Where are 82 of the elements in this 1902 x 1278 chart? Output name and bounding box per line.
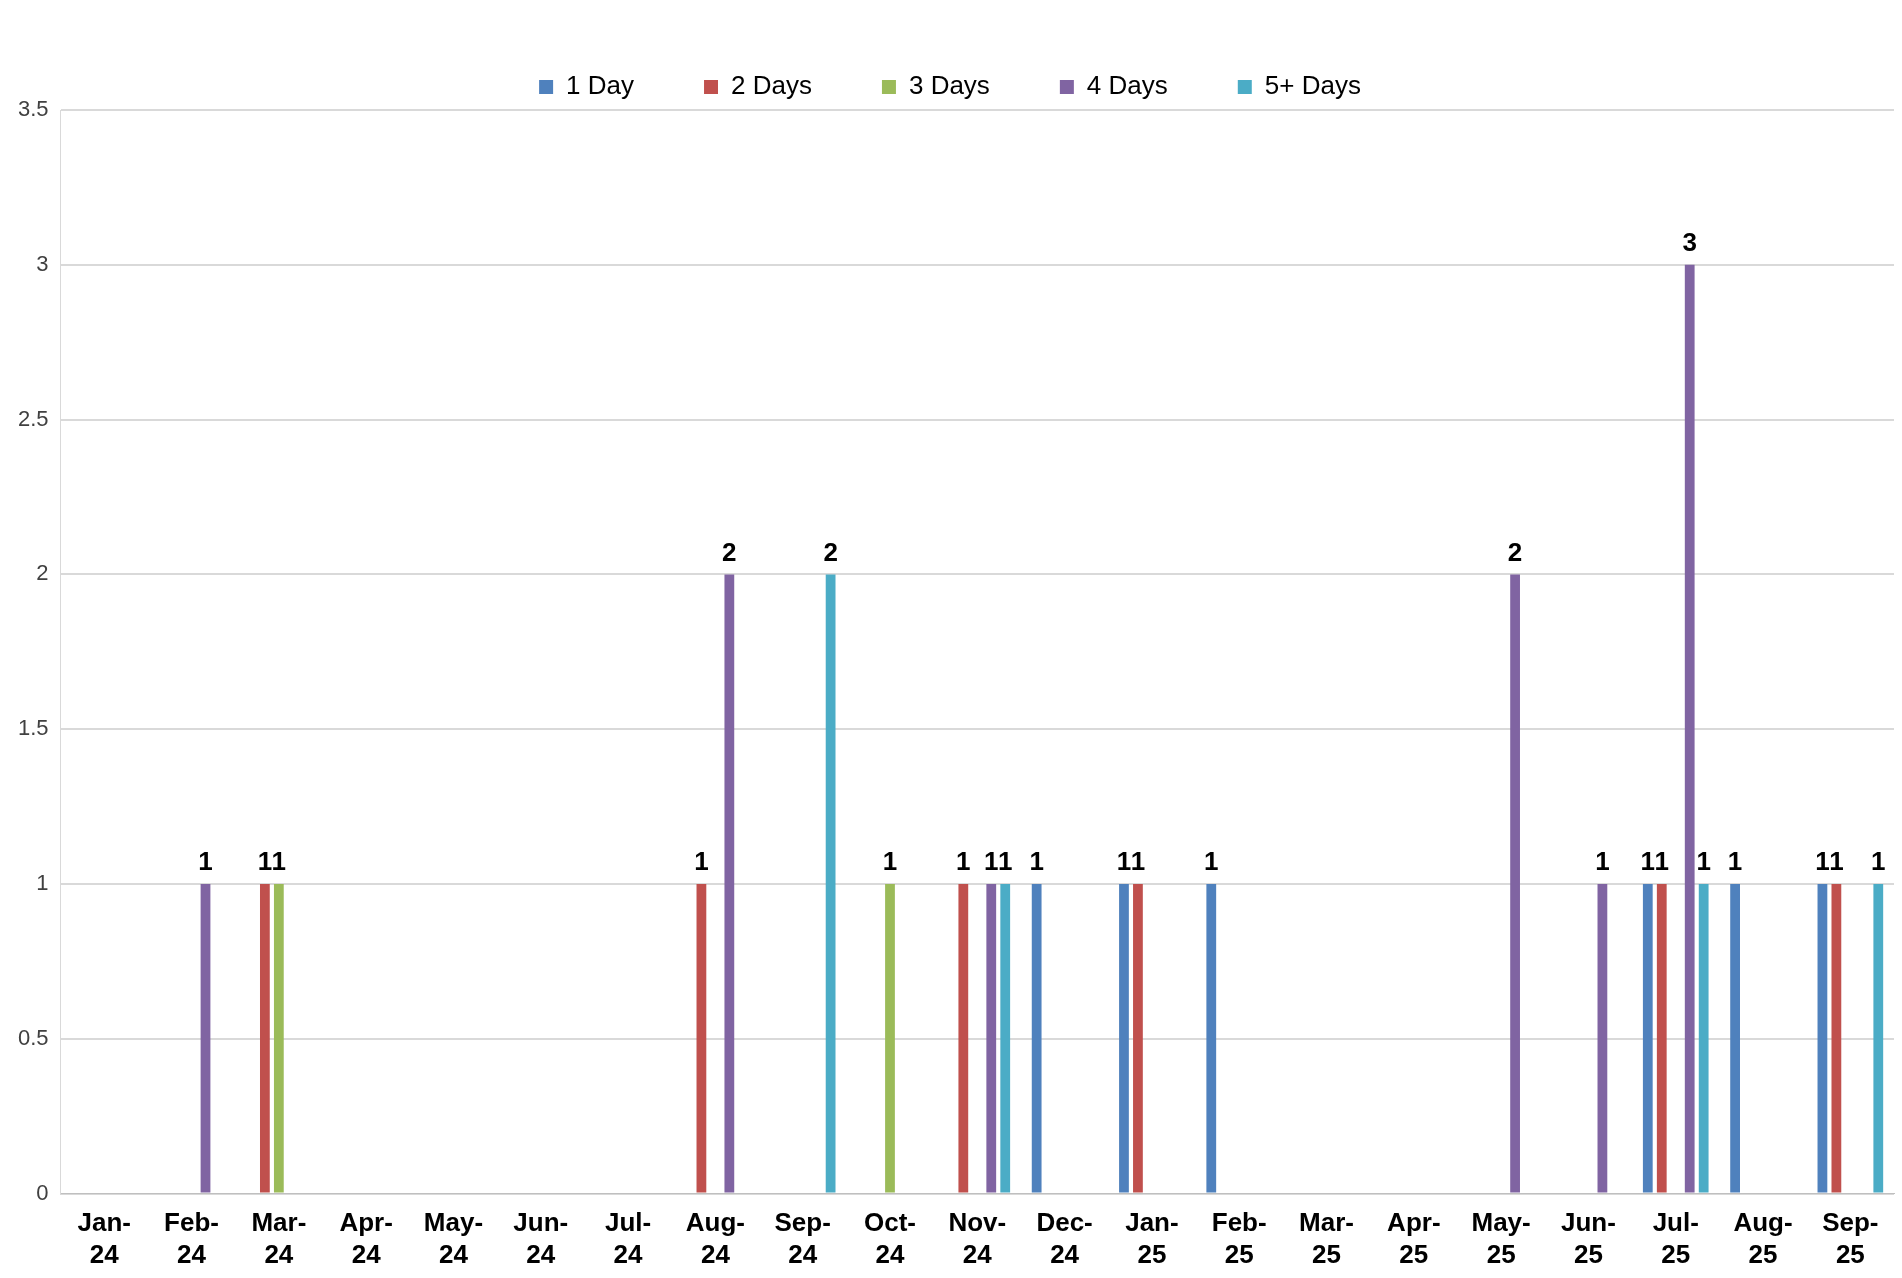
data-label: 1 <box>1727 846 1743 877</box>
y-tick-label: 3 <box>36 250 49 276</box>
bar <box>1119 884 1129 1193</box>
x-tick-label: Feb-24 <box>164 1207 219 1269</box>
x-tick-label: Feb-25 <box>1211 1207 1267 1269</box>
bar <box>1597 884 1608 1193</box>
data-label: 2 <box>722 536 737 567</box>
bar <box>1000 884 1011 1193</box>
bar <box>825 574 836 1193</box>
data-label: 1 <box>1116 846 1132 877</box>
data-label: 1 <box>997 846 1013 877</box>
bar <box>1510 574 1520 1193</box>
y-tick-label: 2.5 <box>17 405 49 431</box>
data-label: 1 <box>694 846 709 877</box>
data-label: 2 <box>1507 536 1523 567</box>
x-tick-label: Nov-24 <box>948 1207 1007 1269</box>
data-label: 1 <box>1829 846 1844 877</box>
x-tick-label: Dec-24 <box>1036 1207 1093 1269</box>
data-label: 1 <box>1029 846 1044 877</box>
y-tick-label: 1 <box>36 870 49 896</box>
data-label: 1 <box>984 846 999 877</box>
x-tick-label: Jan-24 <box>77 1207 131 1269</box>
x-tick-label: Jul-24 <box>604 1207 652 1269</box>
data-label: 1 <box>1640 846 1656 877</box>
bar <box>1873 884 1884 1193</box>
x-tick-label: Jul-25 <box>1652 1207 1699 1269</box>
bar <box>259 884 270 1193</box>
x-tick-label: Apr-25 <box>1387 1207 1441 1269</box>
bar <box>1817 884 1828 1193</box>
bar <box>1133 884 1143 1193</box>
x-tick-label: Apr-24 <box>339 1207 393 1269</box>
y-tick-label: 0.5 <box>17 1024 49 1050</box>
x-tick-label: Mar-24 <box>251 1207 307 1269</box>
data-label: 1 <box>1654 846 1669 877</box>
data-label: 1 <box>1130 846 1146 877</box>
legend-label: 2 Days <box>731 70 812 101</box>
y-tick-label: 3.5 <box>17 96 49 122</box>
x-tick-label: Sep-25 <box>1822 1207 1879 1269</box>
data-label: 1 <box>257 846 273 877</box>
bar <box>1831 884 1842 1193</box>
bar <box>200 884 211 1193</box>
y-tick-label: 0 <box>36 1179 49 1205</box>
bar <box>1698 884 1709 1193</box>
data-label: 1 <box>1871 846 1886 877</box>
x-tick-label: Oct-24 <box>863 1207 916 1269</box>
x-tick-label: Jun-25 <box>1560 1207 1616 1269</box>
y-tick-label: 2 <box>36 560 49 586</box>
legend-label: 5+ Days <box>1264 70 1361 101</box>
data-label: 1 <box>956 846 971 877</box>
bar <box>885 884 895 1193</box>
x-tick-label: Jan-25 <box>1125 1207 1179 1269</box>
y-tick-label: 1.5 <box>17 715 49 741</box>
bar <box>724 574 735 1193</box>
bar <box>1656 884 1667 1193</box>
legend-label: 3 Days <box>908 70 990 101</box>
x-tick-label: May-24 <box>423 1207 484 1269</box>
bar <box>696 884 707 1193</box>
data-label: 3 <box>1682 226 1697 257</box>
bar <box>958 884 969 1193</box>
bar <box>1730 884 1740 1193</box>
legend-label: 4 Days <box>1086 70 1168 101</box>
data-label: 1 <box>1204 846 1219 877</box>
data-label: 1 <box>1696 846 1711 877</box>
x-tick-label: May-25 <box>1471 1207 1531 1269</box>
bar <box>1642 884 1653 1193</box>
bar <box>1206 884 1217 1193</box>
data-label: 2 <box>823 536 838 567</box>
bar <box>986 884 997 1193</box>
data-label: 1 <box>271 846 287 877</box>
x-tick-label: Aug-24 <box>685 1207 745 1269</box>
data-label: 1 <box>198 846 213 877</box>
x-tick-label: Jun-24 <box>513 1207 569 1269</box>
bar <box>1031 884 1042 1193</box>
legend-label: 1 Day <box>566 70 635 101</box>
x-tick-label: Sep-24 <box>774 1207 831 1269</box>
data-label: 1 <box>882 846 898 877</box>
x-tick-label: Mar-25 <box>1299 1207 1354 1269</box>
bar <box>1684 264 1695 1193</box>
data-label: 1 <box>1595 846 1610 877</box>
bar <box>273 884 284 1193</box>
x-tick-label: Aug-25 <box>1733 1207 1793 1269</box>
data-label: 1 <box>1815 846 1830 877</box>
